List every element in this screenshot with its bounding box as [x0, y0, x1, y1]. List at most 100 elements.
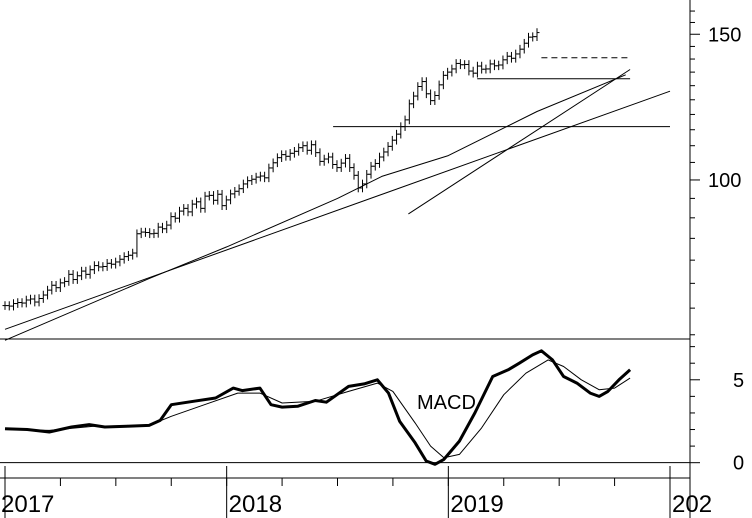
- price-bar: [130, 248, 136, 260]
- price-bar: [159, 222, 165, 234]
- price-bar: [394, 129, 400, 145]
- price-bar: [313, 140, 319, 157]
- price-tick-label: 100: [708, 170, 741, 192]
- price-bar: [385, 142, 391, 157]
- price-bar: [508, 51, 514, 63]
- price-bar: [257, 171, 263, 182]
- price-bar: [402, 115, 408, 131]
- price-bar: [398, 122, 404, 139]
- price-bar: [202, 191, 208, 213]
- trendline-steep-line: [408, 69, 631, 215]
- price-bar: [351, 163, 357, 180]
- price-bar: [342, 154, 348, 168]
- price-bar: [415, 82, 421, 101]
- price-bar: [40, 290, 46, 303]
- price-bar: [104, 259, 110, 271]
- price-bar: [325, 152, 331, 164]
- price-bar: [45, 285, 51, 300]
- price-bar: [176, 206, 182, 223]
- price-bar: [232, 186, 238, 199]
- price-bar: [142, 227, 148, 237]
- price-bar: [368, 161, 374, 179]
- price-bar: [206, 191, 212, 201]
- macd-label: MACD: [417, 392, 476, 414]
- price-bar: [36, 294, 42, 307]
- price-bar: [338, 158, 344, 172]
- price-bar: [62, 277, 68, 288]
- price-bar: [19, 298, 25, 308]
- price-bar: [423, 77, 429, 99]
- price-bar: [462, 60, 468, 70]
- price-bar: [6, 301, 12, 311]
- price-bar: [11, 299, 17, 311]
- price-bar: [23, 295, 29, 308]
- year-tick-label: 2019: [450, 491, 503, 518]
- price-bar: [521, 38, 527, 54]
- year-tick-label: 2017: [1, 491, 54, 518]
- price-bar: [287, 149, 293, 161]
- price-bar: [53, 280, 59, 293]
- price-bar: [96, 261, 102, 272]
- price-bar: [453, 59, 459, 74]
- price-bar: [198, 197, 204, 213]
- price-bar: [330, 152, 336, 169]
- price-bar: [530, 32, 536, 42]
- price-bar: [449, 64, 455, 77]
- price-bar: [377, 152, 383, 168]
- price-bar: [308, 140, 314, 155]
- price-bar: [334, 160, 340, 172]
- price-tick-label: 150: [708, 24, 741, 46]
- price-bar: [525, 32, 531, 48]
- price-bar: [189, 199, 195, 217]
- price-bar: [279, 150, 285, 163]
- price-bar: [270, 158, 276, 173]
- macd-line: [4, 349, 632, 466]
- price-bar: [389, 135, 395, 151]
- price-bar: [406, 99, 412, 125]
- price-bar: [317, 148, 323, 166]
- price-bar: [70, 270, 76, 284]
- price-bar: [66, 270, 72, 286]
- price-bar: [491, 59, 497, 71]
- macd-panel: [0, 349, 690, 466]
- price-bar: [15, 298, 21, 308]
- price-bar: [504, 51, 510, 65]
- price-bar: [151, 229, 157, 239]
- price-bar: [457, 59, 463, 70]
- macd-signal-line: [4, 359, 631, 459]
- price-bar: [364, 169, 370, 189]
- price-bar: [296, 143, 302, 156]
- trendline-long-line: [4, 90, 671, 330]
- price-bar: [440, 71, 446, 90]
- price-bar: [100, 262, 106, 272]
- price-bar: [228, 189, 234, 205]
- price-bar: [138, 227, 144, 239]
- price-bar: [134, 229, 140, 258]
- price-bar: [117, 254, 123, 267]
- price-bar: [274, 153, 280, 168]
- price-bar: [125, 250, 131, 261]
- price-bar: [113, 257, 119, 269]
- price-bar: [266, 163, 272, 183]
- price-bar: [381, 147, 387, 162]
- price-bar: [470, 66, 476, 78]
- price-bar: [211, 191, 217, 205]
- price-bar: [2, 301, 8, 310]
- price-bar: [108, 259, 114, 269]
- price-bar: [262, 171, 268, 183]
- price-bar: [215, 189, 221, 205]
- price-bar: [240, 179, 246, 194]
- price-bar: [428, 89, 434, 105]
- price-bar: [164, 220, 170, 234]
- price-panel: [2, 28, 671, 341]
- price-bar: [445, 67, 451, 80]
- price-bar: [347, 154, 353, 172]
- price-bar: [253, 172, 259, 184]
- price-bar: [500, 55, 506, 70]
- price-bar: [172, 212, 178, 223]
- price-bar: [304, 141, 310, 155]
- axes: [0, 0, 691, 518]
- macd-tick-label: 5: [733, 370, 744, 392]
- tick-group: 100 150 0 5 2017 2018 2019 202: [1, 10, 744, 518]
